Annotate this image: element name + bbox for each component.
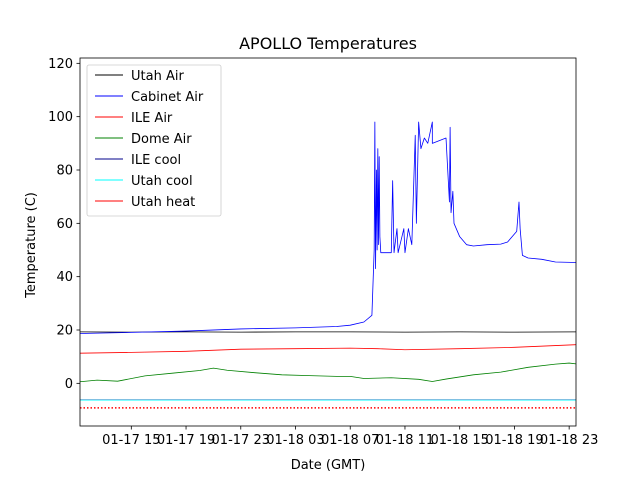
x-tick-label: 01-18 03 <box>266 433 324 448</box>
y-tick-label: 40 <box>56 270 73 285</box>
x-tick-label: 01-18 07 <box>321 433 379 448</box>
x-tick-label: 01-17 15 <box>102 433 160 448</box>
y-tick-label: 0 <box>65 377 73 392</box>
x-tick-label: 01-18 23 <box>540 433 598 448</box>
legend-label: Utah cool <box>131 174 193 189</box>
chart-title: APOLLO Temperatures <box>239 34 417 53</box>
y-tick-label: 100 <box>48 110 73 125</box>
legend-label: ILE cool <box>131 153 181 168</box>
x-tick-label: 01-18 15 <box>430 433 488 448</box>
y-axis-label: Temperature (C) <box>24 192 39 299</box>
legend: Utah Air Cabinet Air ILE Air Dome Air ILE co… <box>87 65 221 216</box>
y-tick-label: 60 <box>56 217 73 232</box>
legend-label: Utah heat <box>131 195 195 210</box>
x-tick-label: 01-18 11 <box>376 433 434 448</box>
y-tick-label: 120 <box>48 57 73 72</box>
x-tick-label: 01-18 19 <box>485 433 543 448</box>
legend-label: Dome Air <box>131 132 192 147</box>
x-tick-label: 01-17 23 <box>212 433 270 448</box>
x-axis-label: Date (GMT) <box>291 458 366 473</box>
y-tick-label: 80 <box>56 164 73 179</box>
legend-label: ILE Air <box>131 111 173 126</box>
y-tick-label: 20 <box>56 324 73 339</box>
x-tick-label: 01-17 19 <box>157 433 215 448</box>
legend-label: Utah Air <box>131 69 184 84</box>
legend-label: Cabinet Air <box>131 90 204 105</box>
